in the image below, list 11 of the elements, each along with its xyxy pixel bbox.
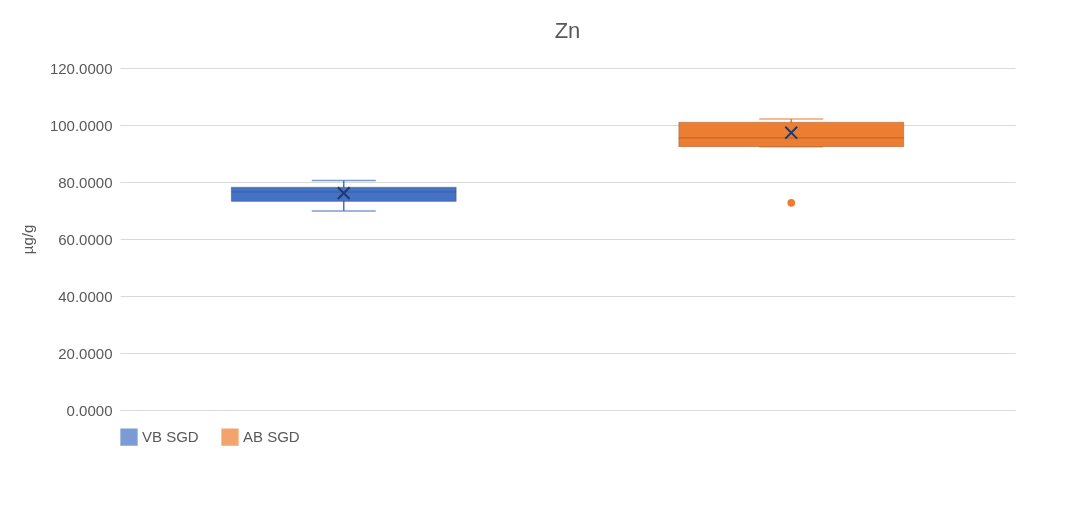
y-tick-label: 60.0000 bbox=[58, 230, 113, 248]
legend-label: VB SGD bbox=[142, 428, 199, 446]
y-tick-label: 0.0000 bbox=[66, 401, 113, 419]
chart-title: Zn bbox=[554, 18, 581, 43]
y-tick-label: 100.0000 bbox=[49, 116, 113, 134]
y-tick-label: 120.0000 bbox=[49, 59, 113, 77]
legend-label: AB SGD bbox=[243, 428, 300, 446]
y-tick-label: 80.0000 bbox=[58, 173, 113, 191]
y-tick-label: 40.0000 bbox=[58, 287, 113, 305]
y-axis-title: µg/g bbox=[18, 224, 36, 255]
y-tick-label: 20.0000 bbox=[58, 344, 113, 362]
